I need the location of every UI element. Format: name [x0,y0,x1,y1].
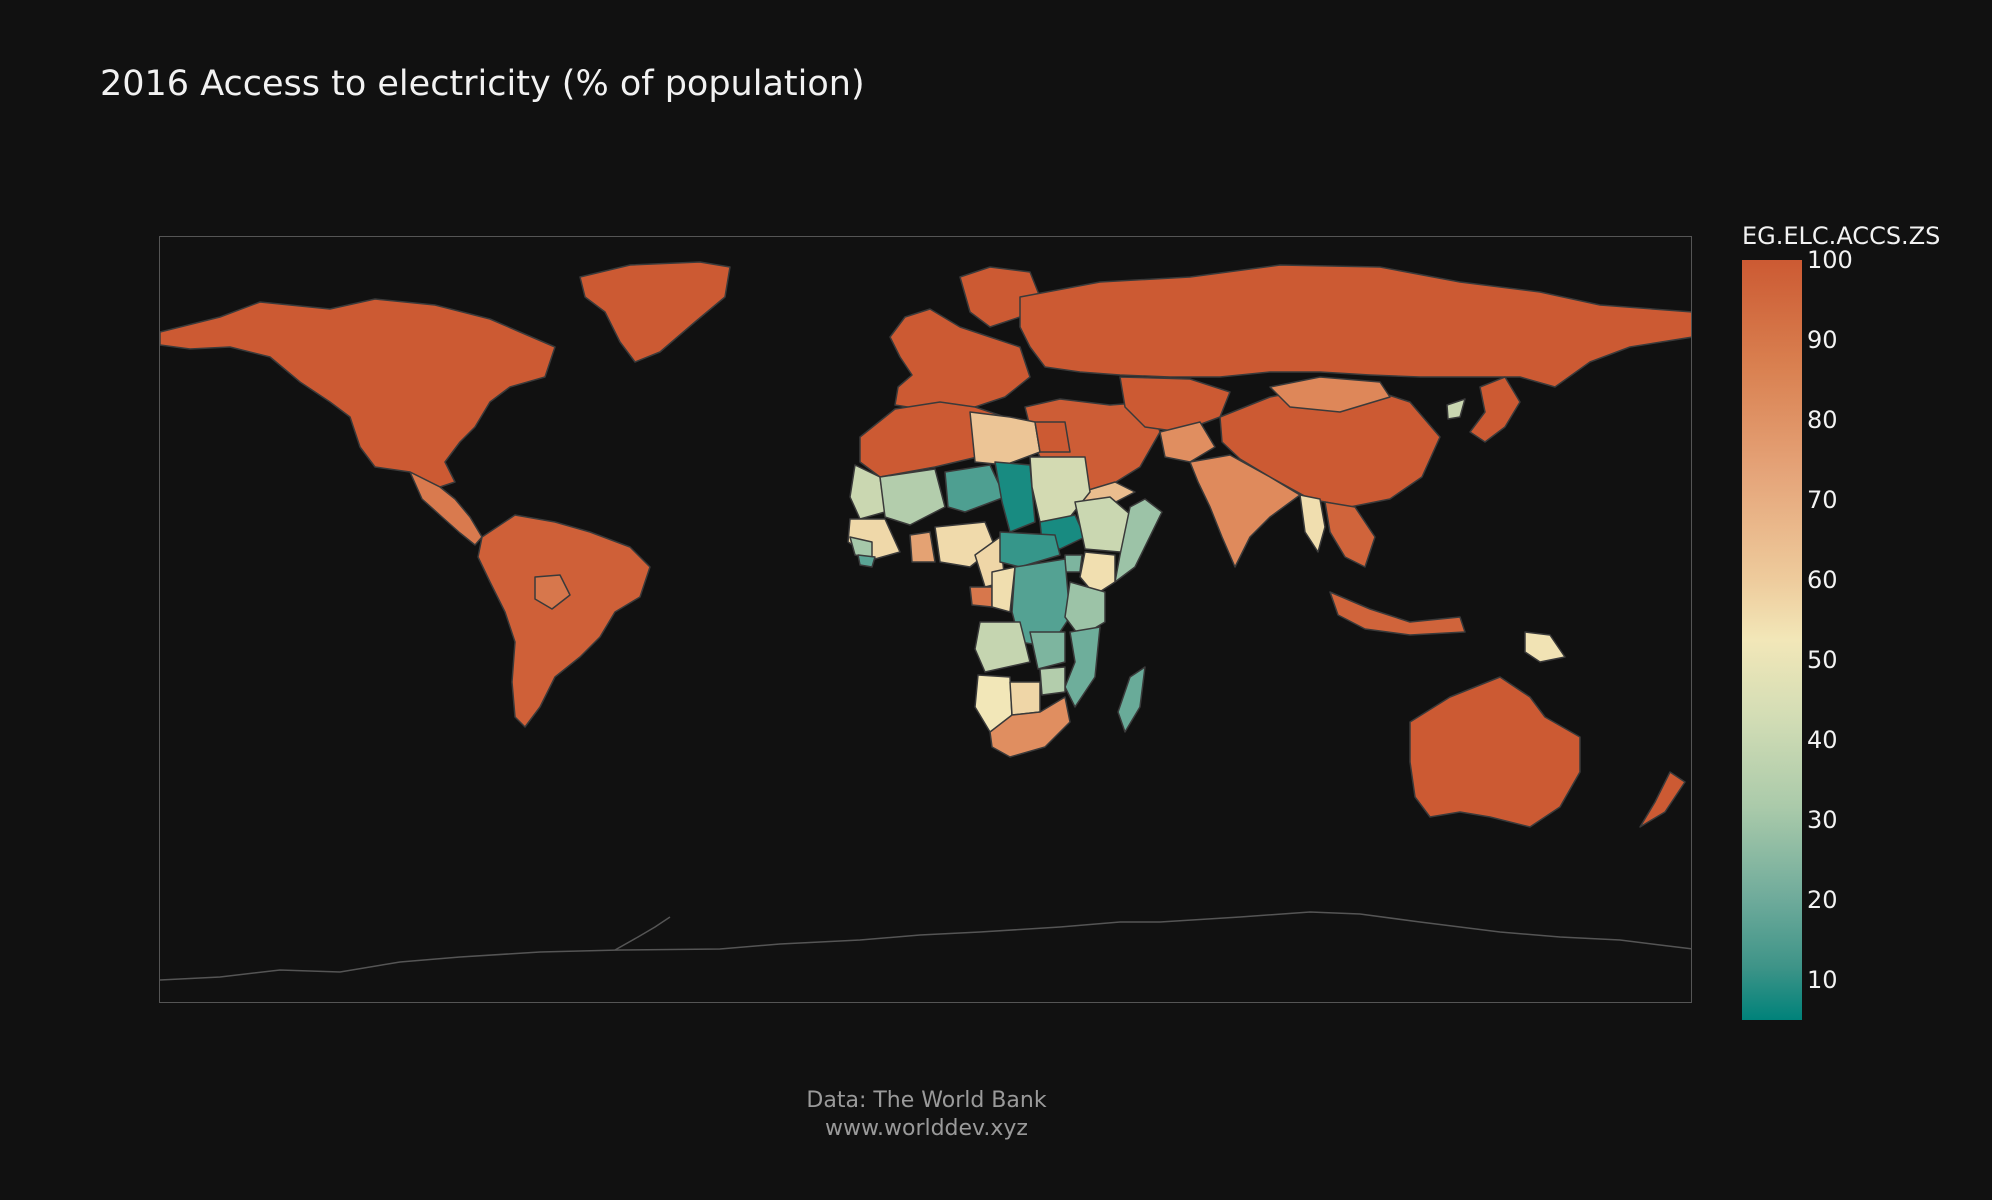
colorbar-tick: 80 [1807,406,1838,434]
region-mongolia [1269,376,1391,413]
region-new-zealand [1639,771,1686,828]
world-map[interactable] [160,237,1692,1003]
source-line-1: Data: The World Bank [806,1088,1047,1113]
region-zambia [1029,631,1066,670]
region-europe [889,308,1031,413]
region-india [1189,454,1301,568]
region-mozambique [1064,626,1101,708]
colorbar-gradient [1742,260,1802,1020]
colorbar-tick: 60 [1807,566,1838,594]
region-central-african-republic [999,531,1061,568]
region-australia [1409,676,1581,828]
region-zimbabwe [1039,666,1066,696]
region-gabon [969,586,993,608]
region-madagascar [1117,666,1146,733]
colorbar-tick: 40 [1807,726,1838,754]
region-chad [994,461,1036,533]
region-bolivia [534,574,571,610]
antarctica-outline [160,911,1691,981]
region-southeast-asia [1324,501,1376,568]
region-kenya [1079,551,1116,596]
region-north-korea [1446,398,1466,420]
region-congo [991,566,1016,613]
region-somalia [1114,498,1163,583]
region-botswana [1009,681,1041,716]
antarctic-peninsula-outline [614,916,671,951]
colorbar-title: EG.ELC.ACCS.ZS [1742,222,1941,250]
colorbar-tick: 20 [1807,886,1838,914]
region-myanmar [1299,494,1326,553]
colorbar-tick: 30 [1807,806,1838,834]
region-mauritania [849,464,886,520]
region-niger [944,464,1006,513]
region-angola [974,621,1031,673]
colorbar-tick: 90 [1807,326,1838,354]
region-sierra-leone [857,554,876,568]
colorbar-tick: 70 [1807,486,1838,514]
region-north-america [160,298,556,488]
region-ghana [909,531,936,563]
colorbar-tick: 100 [1807,246,1853,274]
region-south-africa [989,696,1071,758]
region-papua-new-guinea [1524,631,1566,663]
region-mali [879,468,946,526]
colorbar-tick: 10 [1807,966,1838,994]
region-indonesia [1329,591,1466,636]
region-japan [1469,376,1521,443]
region-russia [1019,264,1691,388]
region-greenland [579,261,731,363]
region-south-america [477,514,651,728]
region-central-america [409,471,483,546]
colorbar-tick: 50 [1807,646,1838,674]
map-plot-area[interactable] [159,236,1692,1003]
chart-title: 2016 Access to electricity (% of populat… [100,64,865,104]
region-afghanistan [1159,421,1216,463]
source-line-2: www.worlddev.xyz [825,1116,1028,1141]
region-uganda [1064,554,1083,573]
region-egypt [1034,421,1071,453]
